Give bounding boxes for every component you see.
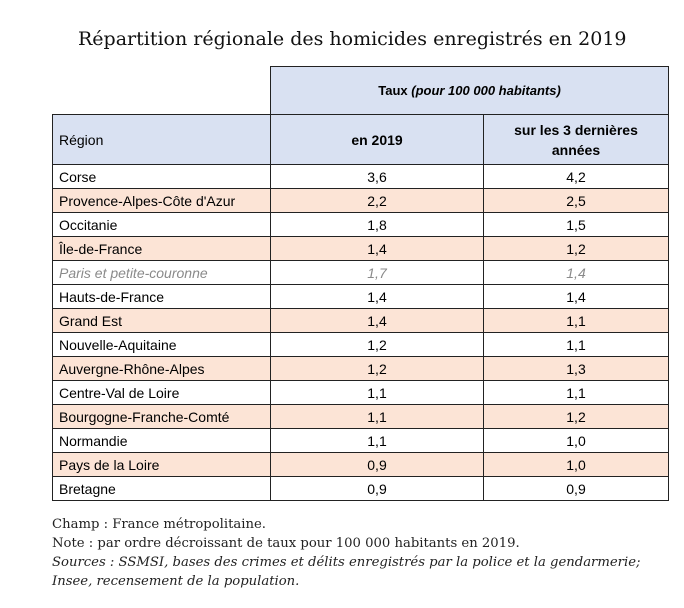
rate-3-years-cell: 1,0 bbox=[482, 452, 670, 477]
table-row: Île-de-France 1,4 1,2 bbox=[52, 236, 670, 261]
rate-2019-cell: 0,9 bbox=[270, 476, 484, 501]
rate-2019-cell: 1,1 bbox=[270, 404, 484, 429]
rate-3-years-cell: 1,3 bbox=[482, 356, 670, 381]
region-cell: Île-de-France bbox=[52, 236, 271, 261]
table-row: Corse 3,6 4,2 bbox=[52, 164, 670, 189]
table-row: Normandie 1,1 1,0 bbox=[52, 428, 670, 453]
table-row: Provence-Alpes-Côte d'Azur 2,2 2,5 bbox=[52, 188, 670, 213]
rate-2019-column-header: en 2019 bbox=[270, 114, 484, 165]
rate-2019-cell: 1,4 bbox=[270, 308, 484, 333]
region-cell: Centre-Val de Loire bbox=[52, 380, 271, 405]
table-row: Centre-Val de Loire 1,1 1,1 bbox=[52, 380, 670, 405]
rate-group-header: Taux (pour 100 000 habitants) bbox=[269, 66, 670, 115]
rate-3-years-cell: 1,1 bbox=[482, 380, 670, 405]
region-cell: Bretagne bbox=[52, 476, 271, 501]
rate-3-years-cell: 1,2 bbox=[482, 404, 670, 429]
scope-note: Champ : France métropolitaine. bbox=[52, 517, 266, 532]
region-cell: Nouvelle-Aquitaine bbox=[52, 332, 271, 357]
rate-2019-cell: 1,1 bbox=[270, 380, 484, 405]
rate-3-years-cell: 1,0 bbox=[482, 428, 670, 453]
region-cell: Bourgogne-Franche-Comté bbox=[52, 404, 271, 429]
region-cell: Hauts-de-France bbox=[52, 284, 271, 309]
rate-2019-cell: 1,4 bbox=[270, 236, 484, 261]
rate-3-years-cell: 4,2 bbox=[482, 164, 670, 189]
rate-3-years-cell: 1,4 bbox=[482, 284, 670, 309]
sources-note-line-2: Insee, recensement de la population. bbox=[52, 574, 300, 589]
homicide-rate-table: Taux (pour 100 000 habitants) Région en … bbox=[52, 66, 670, 501]
rate-3-years-cell: 1,1 bbox=[482, 308, 670, 333]
table-row: Bourgogne-Franche-Comté 1,1 1,2 bbox=[52, 404, 670, 429]
table-row: Pays de la Loire 0,9 1,0 bbox=[52, 452, 670, 477]
region-cell: Paris et petite-couronne bbox=[52, 260, 271, 285]
rate-3-years-cell: 1,1 bbox=[482, 332, 670, 357]
table-row: Occitanie 1,8 1,5 bbox=[52, 212, 670, 237]
sources-note-line-1: Sources : SSMSI, bases des crimes et dél… bbox=[52, 555, 641, 570]
region-column-header: Région bbox=[52, 114, 271, 165]
rate-3-years-cell: 1,4 bbox=[482, 260, 670, 285]
rate-3-years-cell: 0,9 bbox=[482, 476, 670, 501]
region-cell: Provence-Alpes-Côte d'Azur bbox=[52, 188, 271, 213]
rate-2019-cell: 1,2 bbox=[270, 356, 484, 381]
region-cell: Normandie bbox=[52, 428, 271, 453]
group-header-row: Taux (pour 100 000 habitants) bbox=[52, 66, 670, 115]
rate-2019-cell: 2,2 bbox=[270, 188, 484, 213]
rate-3-years-cell: 1,2 bbox=[482, 236, 670, 261]
region-cell: Occitanie bbox=[52, 212, 271, 237]
region-cell: Corse bbox=[52, 164, 271, 189]
table-row: Auvergne-Rhône-Alpes 1,2 1,3 bbox=[52, 356, 670, 381]
rate-2019-cell: 1,7 bbox=[270, 260, 484, 285]
rate-2019-cell: 1,4 bbox=[270, 284, 484, 309]
empty-corner-cell bbox=[52, 66, 271, 115]
table-notes: Champ : France métropolitaine. Note : pa… bbox=[52, 515, 682, 591]
page-title: Répartition régionale des homicides enre… bbox=[78, 28, 627, 50]
rate-group-unit: (pour 100 000 habitants) bbox=[411, 83, 561, 98]
rate-3-years-cell: 1,5 bbox=[482, 212, 670, 237]
region-cell: Pays de la Loire bbox=[52, 452, 271, 477]
region-cell: Grand Est bbox=[52, 308, 271, 333]
table-row: Hauts-de-France 1,4 1,4 bbox=[52, 284, 670, 309]
rate-2019-cell: 3,6 bbox=[270, 164, 484, 189]
column-header-row: Région en 2019 sur les 3 dernières année… bbox=[52, 114, 670, 165]
rate-3-years-column-header: sur les 3 dernières années bbox=[482, 114, 670, 165]
table-row: Bretagne 0,9 0,9 bbox=[52, 476, 670, 501]
rate-2019-cell: 1,2 bbox=[270, 332, 484, 357]
table-row: Paris et petite-couronne 1,7 1,4 bbox=[52, 260, 670, 285]
table-row: Grand Est 1,4 1,1 bbox=[52, 308, 670, 333]
rate-2019-cell: 0,9 bbox=[270, 452, 484, 477]
region-cell: Auvergne-Rhône-Alpes bbox=[52, 356, 271, 381]
rate-3-years-cell: 2,5 bbox=[482, 188, 670, 213]
order-note: Note : par ordre décroissant de taux pou… bbox=[52, 536, 520, 551]
table-row: Nouvelle-Aquitaine 1,2 1,1 bbox=[52, 332, 670, 357]
rate-group-label: Taux bbox=[378, 83, 412, 98]
rate-2019-cell: 1,1 bbox=[270, 428, 484, 453]
rate-2019-cell: 1,8 bbox=[270, 212, 484, 237]
